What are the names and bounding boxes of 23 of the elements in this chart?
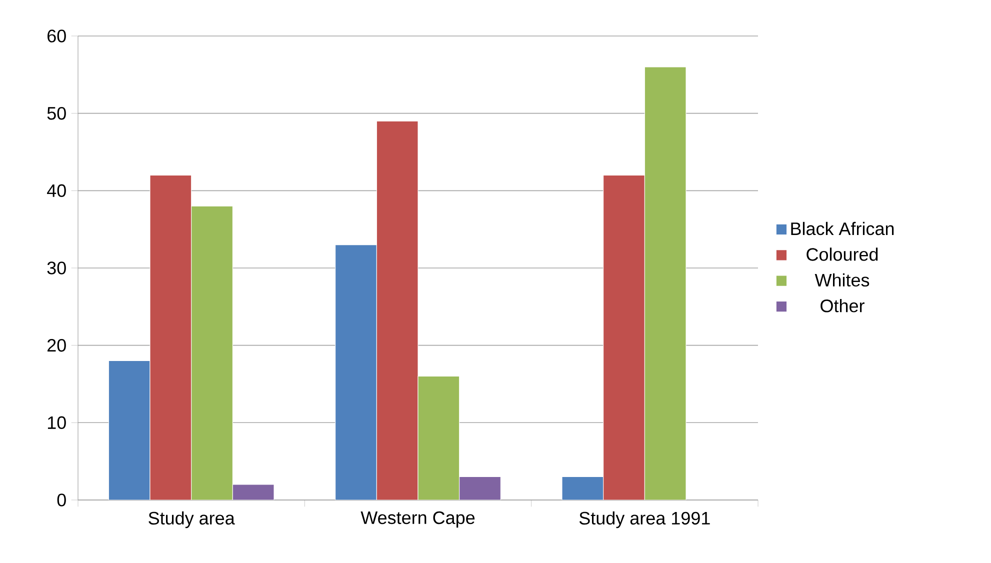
legend-label: Black African	[791, 222, 894, 236]
bar	[191, 206, 233, 500]
legend-label: Coloured	[806, 248, 878, 261]
y-tick-label: 40	[47, 184, 66, 198]
legend-label: Whites	[814, 273, 870, 287]
bar	[603, 175, 645, 500]
bar	[418, 376, 460, 500]
y-tick-label: 60	[48, 30, 66, 43]
y-tick-label: 0	[57, 494, 66, 507]
bar	[644, 66, 686, 500]
bar	[562, 476, 604, 500]
y-tick-label: 10	[48, 416, 66, 430]
y-tick-label: 30	[47, 262, 66, 275]
x-tick-label: Western Cape	[360, 512, 475, 528]
bar	[150, 175, 192, 500]
x-tick-label: Study area 1991	[579, 512, 710, 528]
y-tick-label: 50	[47, 107, 66, 120]
bar	[335, 244, 377, 500]
bar	[376, 120, 418, 500]
bar	[108, 360, 150, 500]
y-tick-label: 20	[48, 339, 66, 352]
x-tick-label: Study area	[148, 512, 235, 528]
legend-label: Other	[820, 299, 864, 312]
